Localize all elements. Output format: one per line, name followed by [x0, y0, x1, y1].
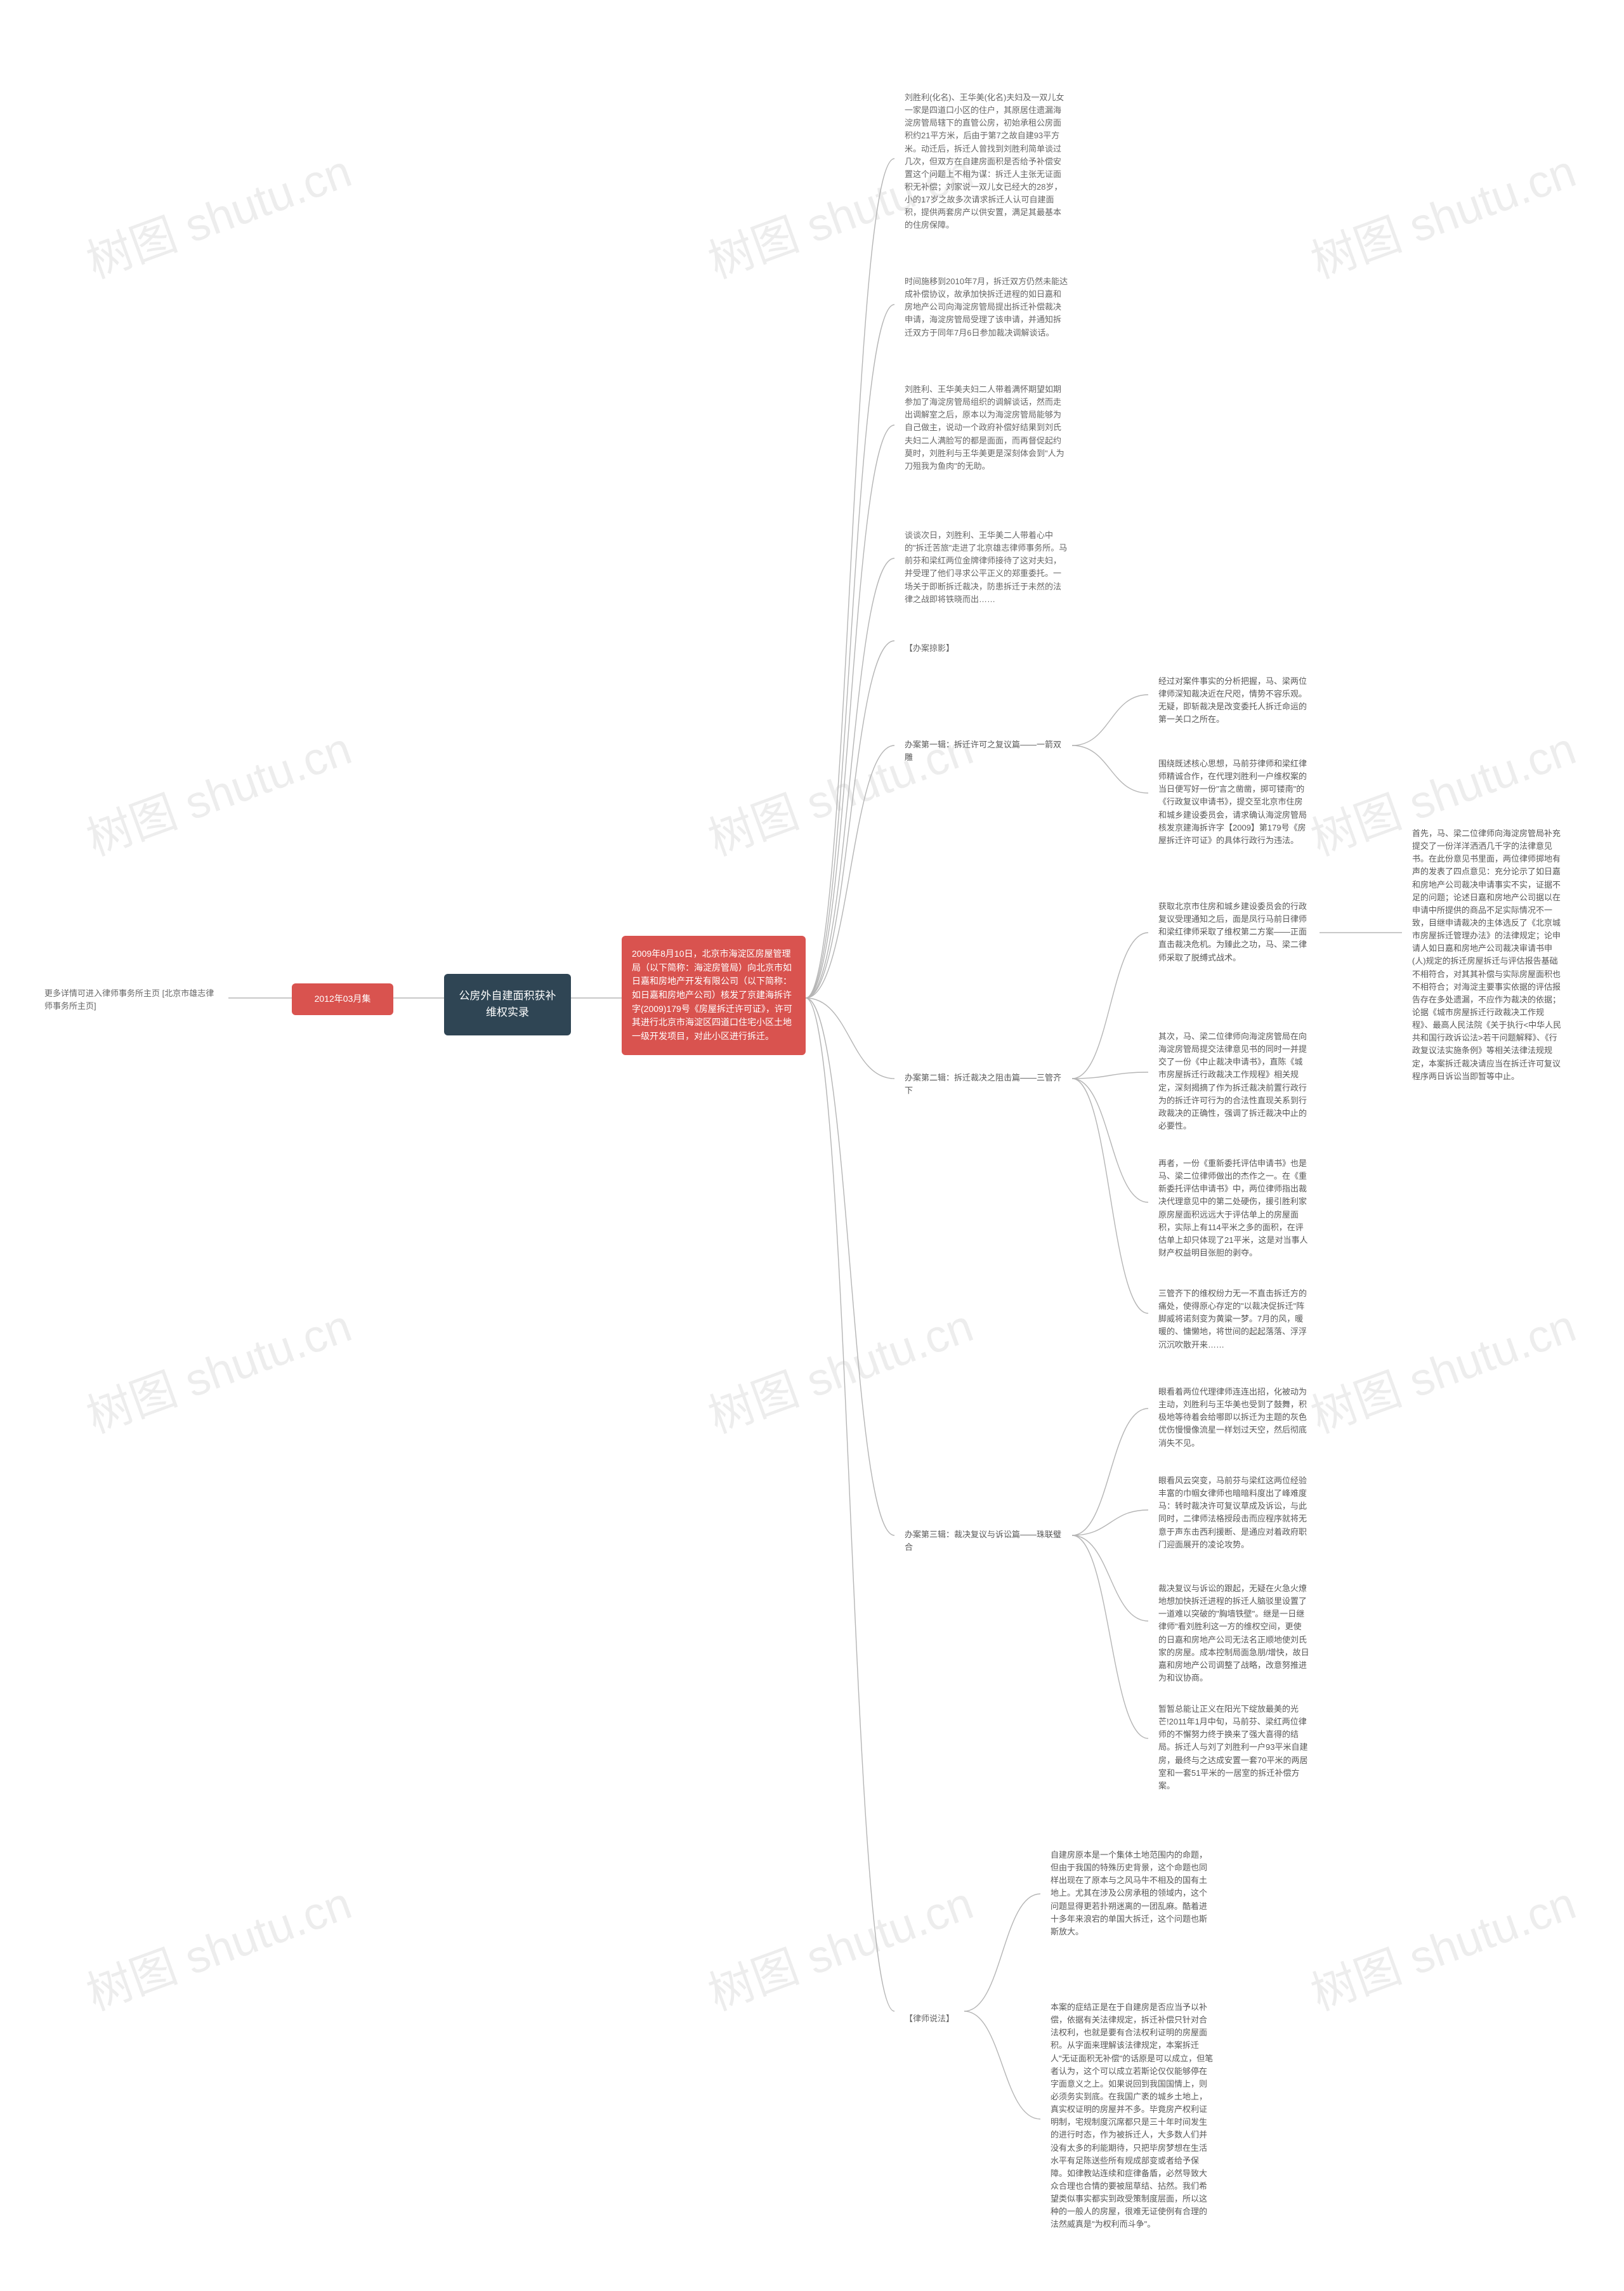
lawyer-para-1: 自建房原本是一个集体土地范围内的命题，但由于我国的特殊历史背景，这个命题也同样出… [1040, 1840, 1224, 1947]
section-1-title[interactable]: 办案第一辑：拆迁许可之复议篇——一箭双雕 [894, 730, 1072, 773]
section-2-child-1: 获取北京市住房和城乡建设委员会的行政复议受理通知之后，面是凤行马前日律师和梁红律… [1148, 891, 1320, 973]
section-3-child-4: 暂暂总能让正义在阳光下绽放最美的光芒!2011年1月中旬，马前芬、梁红两位律师的… [1148, 1694, 1320, 1801]
l1-main[interactable]: 2009年8月10日，北京市海淀区房屋管理局（以下简称：海淀房管局）向北京市如日… [622, 936, 806, 1055]
root-node[interactable]: 公房外自建面积获补维权实录 [444, 974, 571, 1035]
watermark: 树图 shutu.cn [76, 711, 359, 869]
intro-para-3: 刘胜利、王华美夫妇二人带着满怀期望如期参加了海淀房管局组织的调解谈话，然而走出调… [894, 374, 1078, 482]
watermark: 树图 shutu.cn [698, 1289, 981, 1446]
watermark: 树图 shutu.cn [76, 1289, 359, 1446]
section-2-deep-1: 首先，马、梁二位律师向海淀房管局补充提交了一份洋洋洒洒几千字的法律意见书。在此份… [1402, 818, 1573, 1092]
mindmap-canvas: 树图 shutu.cn 树图 shutu.cn 树图 shutu.cn 树图 s… [0, 0, 1624, 2291]
section-3-title[interactable]: 办案第三辑：裁决复议与诉讼篇——珠联璧合 [894, 1520, 1072, 1563]
lawyer-para-2: 本案的症结正是在于自建房是否应当予以补偿，依据有关法律规定，拆迁补偿只针对合法权… [1040, 1992, 1224, 2240]
watermark: 树图 shutu.cn [76, 134, 359, 291]
leftnote: 更多详情可进入律师事务所主页 [北京市雄志律师事务所主页] [38, 982, 228, 1018]
watermark: 树图 shutu.cn [1300, 134, 1583, 291]
watermark: 树图 shutu.cn [1300, 1866, 1583, 2023]
watermark: 树图 shutu.cn [698, 1866, 981, 2023]
section-2-child-3: 再者，一份《重新委托评估申请书》也是马、梁二位律师做出的杰作之一。在《重新委托评… [1148, 1148, 1320, 1268]
section-1-child-2: 围绕既述核心思想，马前芬律师和梁红律师精诚合作，在代理刘胜利一户维权案的当日便写… [1148, 749, 1320, 856]
intro-para-1: 刘胜利(化名)、王华美(化名)夫妇及一双儿女一家是四道口小区的住户，其原居住遗漏… [894, 82, 1078, 241]
section-3-child-3: 裁决复议与诉讼的跟起，无疑在火急火燎地想加快拆迁进程的拆迁人脑驳里设置了一道难以… [1148, 1573, 1320, 1693]
watermark: 树图 shutu.cn [76, 1866, 359, 2023]
section-2-child-4: 三管齐下的维权纷力无一不直击拆迁方的痛处，使得原心存定的"以裁决促拆迁"阵脚威将… [1148, 1278, 1320, 1360]
lawyer-marker: 【律师说法】 [894, 2004, 964, 2034]
watermark: 树图 shutu.cn [1300, 1289, 1583, 1446]
section-1-child-1: 经过对案件事实的分析把握，马、梁两位律师深知裁决近在尺咫，情势不容乐观。无疑，即… [1148, 666, 1320, 735]
section-2-child-2: 其次，马、梁二位律师向海淀房管局在向海淀房管局提交法律意见书的同时一并提交了一份… [1148, 1021, 1320, 1141]
section-3-child-1: 眼看着两位代理律师连连出招，化被动为主动，刘胜利与王华美也受到了鼓舞，积极地等待… [1148, 1377, 1320, 1459]
section-2-title[interactable]: 办案第二辑：拆迁裁决之阻击篇——三管齐下 [894, 1063, 1072, 1106]
section-marker: 【办案掠影】 [894, 633, 971, 664]
intro-para-2: 时间施移到2010年7月，拆迁双方仍然未能达成补偿协议，故承加快拆迁进程的如日嘉… [894, 266, 1078, 348]
date-node[interactable]: 2012年03月集 [292, 983, 393, 1015]
connectors [0, 0, 1624, 2291]
intro-para-4: 谈谈次日，刘胜利、王华美二人带着心中的"拆迁苦旅"走进了北京雄志律师事务所。马前… [894, 520, 1078, 615]
section-3-child-2: 眼看风云突变，马前芬与梁红这两位经验丰富的巾帼女律师也暗暗料度出了峰难度马：转时… [1148, 1466, 1320, 1560]
